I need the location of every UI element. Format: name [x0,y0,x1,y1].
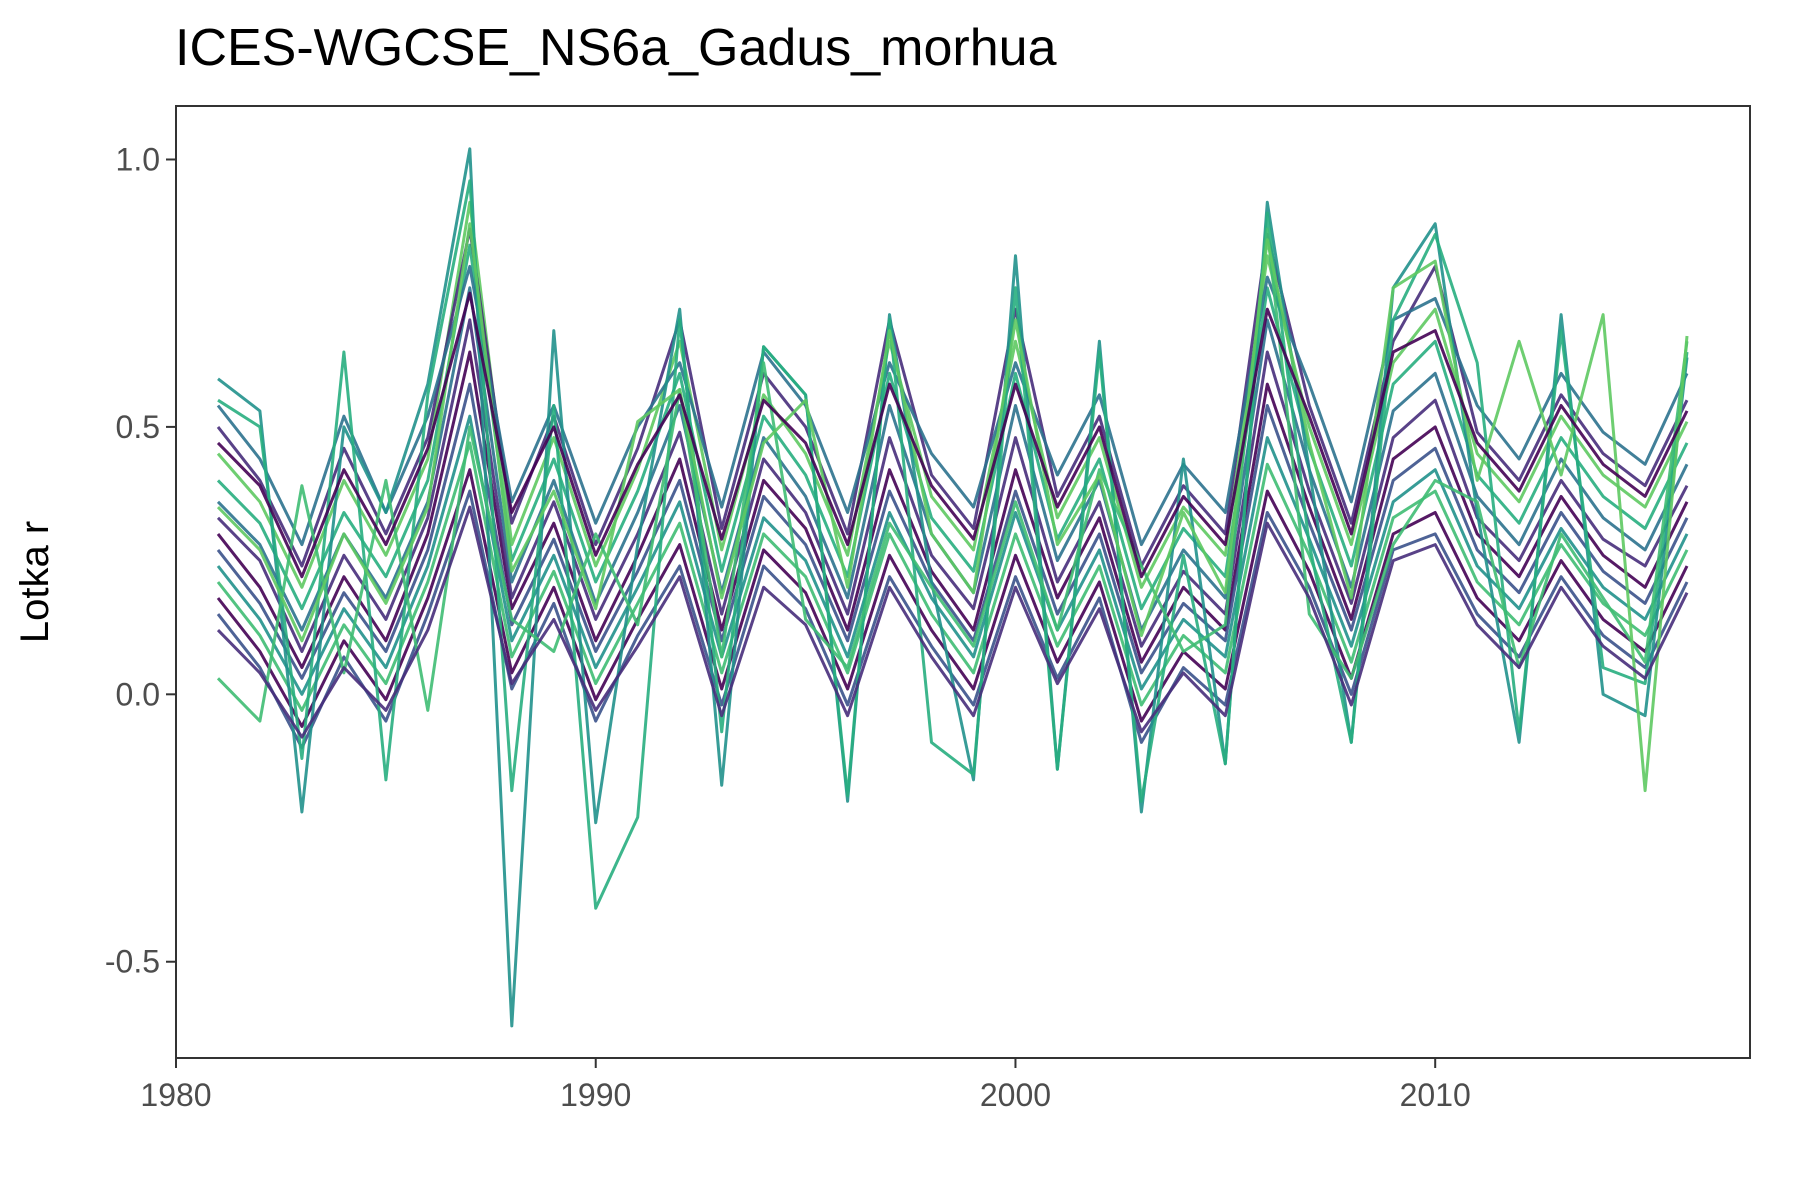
series-line [216,350,1689,670]
series-line [216,468,1689,728]
series-line [216,291,1689,579]
y-tick-label: 0.5 [116,409,160,445]
x-tick-label: 1990 [560,1077,631,1113]
series-line [216,382,1689,680]
x-tick-label: 1980 [140,1077,211,1113]
x-axis: 1980 1990 2000 2010 [140,1058,1471,1113]
series-line [217,179,1689,910]
y-tick-label: 1.0 [116,141,160,177]
plot-area [175,105,1751,1059]
series-line [216,243,1689,611]
series-line [216,318,1689,653]
series-line [216,200,1689,589]
series-line [216,505,1689,739]
panel-border [175,105,1751,1059]
series-group [216,147,1689,1028]
y-axis: -0.5 0.0 0.5 1.0 [105,141,176,980]
series-line [216,222,1689,793]
series-line [217,147,1689,1028]
chart-title: ICES-WGCSE_NS6a_Gadus_morhua [175,19,1057,77]
y-tick-label: 0.0 [116,676,160,712]
series-line [216,264,1689,547]
x-tick-label: 2010 [1400,1077,1471,1113]
series-line [216,414,1689,696]
y-axis-label: Lotka r [13,521,57,643]
series-line [216,227,1689,723]
y-tick-label: -0.5 [105,944,160,980]
x-tick-label: 2000 [980,1077,1051,1113]
